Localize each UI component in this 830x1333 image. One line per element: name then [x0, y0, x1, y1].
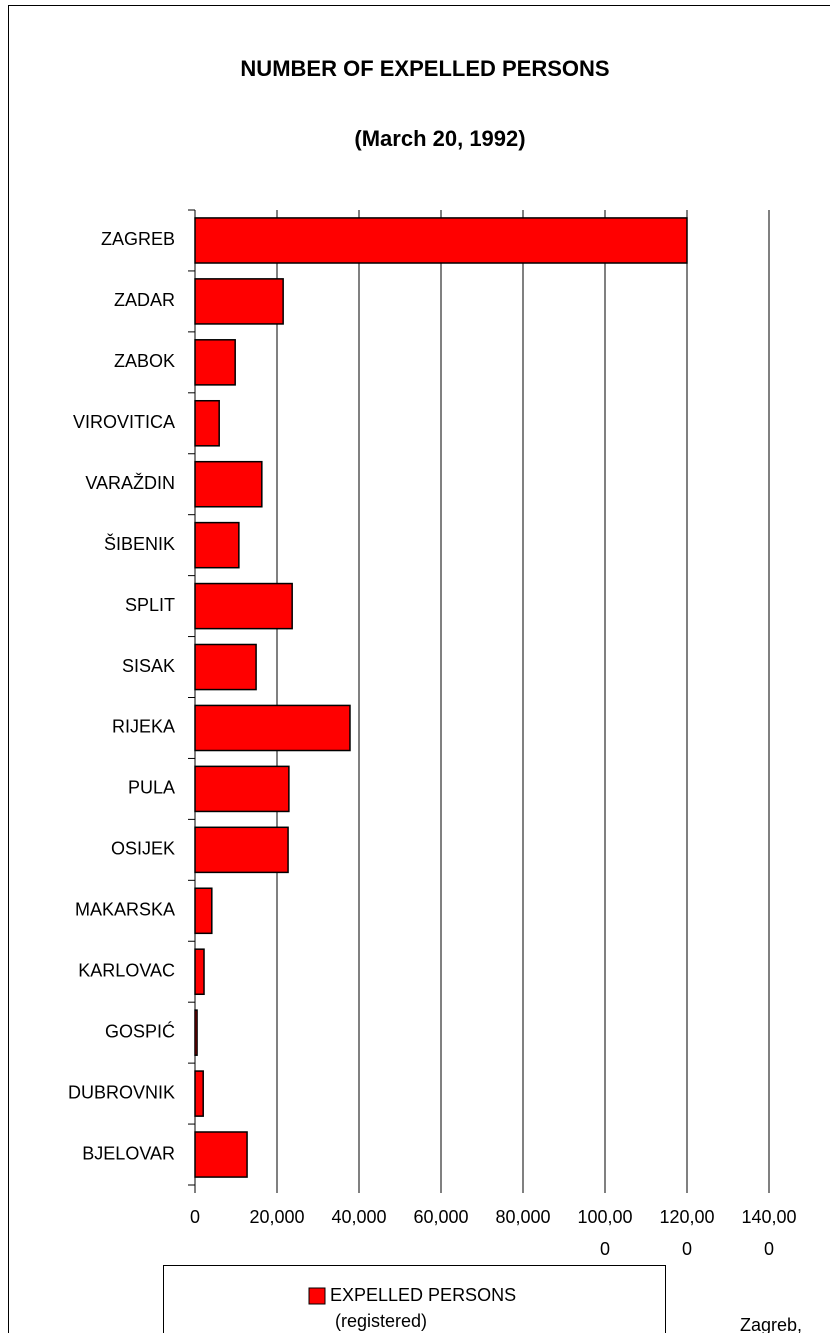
y-tick-label: SISAK	[122, 656, 175, 676]
y-tick-label: VIROVITICA	[73, 412, 175, 432]
legend-swatch	[308, 1287, 326, 1305]
bar	[194, 278, 284, 325]
x-tick-label: 60,000	[413, 1207, 468, 1227]
x-tick-label: 120,00 0	[659, 1207, 714, 1259]
bar	[194, 1009, 198, 1056]
y-tick-label: RIJEKA	[112, 717, 175, 737]
bar	[194, 765, 290, 813]
x-tick-label: 40,000	[331, 1207, 386, 1227]
bar	[194, 826, 289, 874]
chart-frame	[8, 5, 830, 1333]
x-tick-label: 0	[190, 1207, 200, 1227]
y-tick-label: ZABOK	[114, 351, 175, 371]
y-tick-label: SPLIT	[125, 595, 175, 615]
y-tick-label: MAKARSKA	[75, 900, 175, 920]
bar	[194, 887, 213, 935]
bar	[194, 339, 236, 386]
chart-subtitle: (March 20, 1992)	[354, 126, 525, 151]
y-tick-label: PULA	[128, 778, 175, 798]
legend-label: EXPELLED PERSONS (registered)	[330, 1285, 516, 1331]
y-tick-label: KARLOVAC	[78, 960, 175, 980]
bar	[194, 521, 240, 569]
y-tick-label: DUBROVNIK	[68, 1082, 175, 1102]
y-tick-label: OSIJEK	[111, 839, 175, 859]
x-tick-label: 80,000	[495, 1207, 550, 1227]
bar	[194, 704, 351, 752]
chart-title: NUMBER OF EXPELLED PERSONS	[240, 56, 609, 81]
y-tick-label: ŠIBENIK	[104, 533, 175, 554]
y-tick-label: BJELOVAR	[82, 1143, 175, 1163]
x-tick-label: 140,00 0	[741, 1207, 796, 1259]
bar	[194, 1131, 248, 1178]
bar	[194, 460, 263, 508]
y-tick-label: ZAGREB	[101, 229, 175, 249]
y-tick-label: ZADAR	[114, 290, 175, 310]
x-tick-label: 20,000	[249, 1207, 304, 1227]
bar	[194, 399, 220, 447]
bar	[194, 643, 257, 691]
y-tick-label: VARAŽDIN	[85, 473, 175, 493]
bar	[194, 582, 293, 630]
annotation: Zagreb,	[740, 1315, 802, 1333]
y-tick-label: GOSPIĆ	[105, 1020, 175, 1041]
bar	[194, 1070, 204, 1117]
x-tick-label: 100,00 0	[577, 1207, 632, 1259]
bar	[194, 217, 688, 264]
legend-box	[163, 1265, 666, 1333]
bar	[194, 948, 205, 996]
